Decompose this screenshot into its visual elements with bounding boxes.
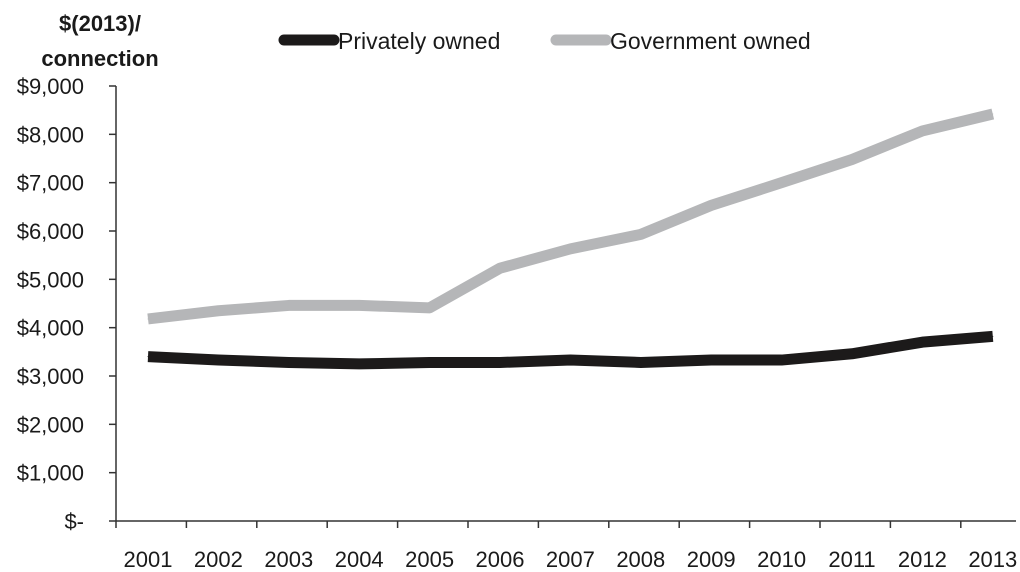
series-line-government-owned	[147, 108, 995, 325]
y-tick-label: $-	[64, 509, 84, 534]
data-point-privately-owned	[921, 341, 923, 343]
data-point-government-owned	[851, 158, 853, 160]
x-tick-label: 2009	[687, 547, 736, 572]
data-point-government-owned	[921, 130, 923, 132]
x-tick-label: 2002	[194, 547, 243, 572]
y-tick-label: $5,000	[17, 267, 84, 292]
data-point-government-owned	[710, 204, 712, 206]
x-tick-label: 2012	[898, 547, 947, 572]
legend: Privately owned Government owned	[278, 28, 811, 54]
data-point-privately-owned	[992, 335, 994, 337]
y-tick-label: $9,000	[17, 74, 84, 99]
data-point-government-owned	[358, 304, 360, 306]
y-tick-label: $3,000	[17, 364, 84, 389]
legend-label-government-owned: Government owned	[610, 28, 811, 54]
data-point-privately-owned	[569, 359, 571, 361]
y-axis-title-line-1: $(2013)/	[59, 11, 141, 36]
data-point-government-owned	[429, 307, 431, 309]
y-tick-label: $4,000	[17, 316, 84, 341]
data-point-privately-owned	[640, 361, 642, 363]
x-tick-label: 2007	[546, 547, 595, 572]
x-tick-label: 2008	[616, 547, 665, 572]
y-tick-label: $2,000	[17, 412, 84, 437]
y-axis-title: $(2013)/ connection	[41, 11, 158, 71]
x-tick-label: 2004	[335, 547, 384, 572]
x-tick-label: 2003	[264, 547, 313, 572]
data-point-privately-owned	[358, 363, 360, 365]
data-point-government-owned	[147, 318, 149, 320]
series-layer	[147, 108, 995, 370]
data-point-government-owned	[781, 182, 783, 184]
data-point-privately-owned	[217, 359, 219, 361]
x-tick-label: 2005	[405, 547, 454, 572]
data-point-privately-owned	[781, 359, 783, 361]
data-point-privately-owned	[710, 359, 712, 361]
data-point-privately-owned	[147, 356, 149, 358]
y-tick-label: $1,000	[17, 461, 84, 486]
y-tick-label: $7,000	[17, 171, 84, 196]
y-axis-title-line-2: connection	[41, 46, 158, 71]
y-tick-label: $6,000	[17, 219, 84, 244]
x-tick-label: 2011	[828, 547, 875, 572]
x-tick-label: 2013	[968, 547, 1017, 572]
data-point-government-owned	[640, 233, 642, 235]
legend-label-privately-owned: Privately owned	[338, 28, 500, 54]
x-tick-label: 2001	[124, 547, 173, 572]
x-tick-label: 2006	[476, 547, 525, 572]
data-point-privately-owned	[499, 361, 501, 363]
data-point-privately-owned	[851, 353, 853, 355]
x-tick-label: 2010	[757, 547, 806, 572]
axes: $- $1,000 $2,000 $3,000 $4,000 $5,000 $6,000 $7…	[17, 74, 1018, 572]
data-point-government-owned	[288, 304, 290, 306]
y-tick-label: $8,000	[17, 122, 84, 147]
data-point-government-owned	[569, 248, 571, 250]
data-point-government-owned	[217, 310, 219, 312]
data-point-government-owned	[499, 267, 501, 269]
data-point-privately-owned	[288, 361, 290, 363]
data-point-government-owned	[992, 113, 994, 115]
data-point-privately-owned	[429, 361, 431, 363]
